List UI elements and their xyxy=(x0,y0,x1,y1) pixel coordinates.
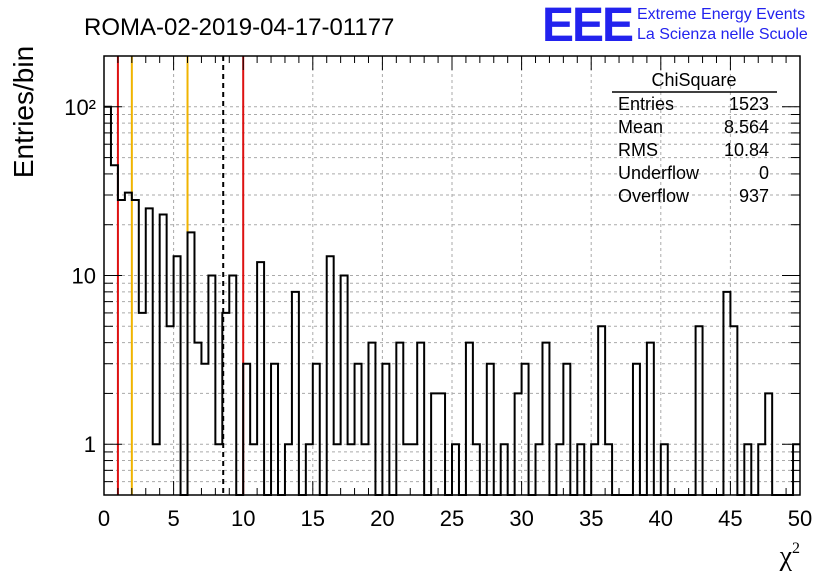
x-tick-label-4: 20 xyxy=(370,506,394,531)
stats-label-entries: Entries xyxy=(618,94,674,114)
x-tick-label-3: 15 xyxy=(301,506,325,531)
x-tick-label-8: 40 xyxy=(649,506,673,531)
x-tick-label-7: 35 xyxy=(579,506,603,531)
stats-box: ChiSquare Entries 1523 Mean 8.564 RMS 10.84 Un… xyxy=(612,70,777,206)
y-axis-title: Entries/bin xyxy=(8,46,39,178)
x-tick-label-6: 30 xyxy=(509,506,533,531)
run-title: ROMA-02-2019-04-17-01177 xyxy=(84,14,394,41)
stats-value-underflow: 0 xyxy=(759,163,769,183)
y-tick-label-0: 1 xyxy=(84,432,96,457)
x-tick-label-5: 25 xyxy=(440,506,464,531)
x-tick-label-9: 45 xyxy=(718,506,742,531)
stats-value-overflow: 937 xyxy=(739,186,769,206)
stats-title: ChiSquare xyxy=(651,70,736,90)
logo-line-1: Extreme Energy Events xyxy=(637,6,805,23)
grid-lines xyxy=(104,56,800,495)
x-tick-label-0: 0 xyxy=(98,506,110,531)
x-tick-label-2: 10 xyxy=(231,506,255,531)
y-tick-label-1: 10 xyxy=(72,264,96,289)
stats-value-mean: 8.564 xyxy=(724,117,769,137)
logo-line-2: La Scienza nelle Scuole xyxy=(637,26,808,43)
stats-rows: Entries 1523 Mean 8.564 RMS 10.84 Underflow 0 Ov… xyxy=(618,94,769,206)
y-axis: 1 10 10² xyxy=(64,95,800,483)
y-tick-label-2: 10² xyxy=(64,95,96,120)
x-tick-label-1: 5 xyxy=(167,506,179,531)
stats-label-mean: Mean xyxy=(618,117,663,137)
x-axis: 0 5 10 15 20 25 30 35 40 45 50 xyxy=(98,56,812,531)
x-tick-label-10: 50 xyxy=(788,506,812,531)
stats-value-rms: 10.84 xyxy=(724,140,769,160)
histogram-outline xyxy=(104,105,800,496)
stats-label-rms: RMS xyxy=(618,140,658,160)
x-axis-title: χ2 xyxy=(779,540,800,572)
stats-value-entries: 1523 xyxy=(729,94,769,114)
stats-label-underflow: Underflow xyxy=(618,163,700,183)
eee-logo: EEE xyxy=(542,0,633,52)
stats-label-overflow: Overflow xyxy=(618,186,690,206)
